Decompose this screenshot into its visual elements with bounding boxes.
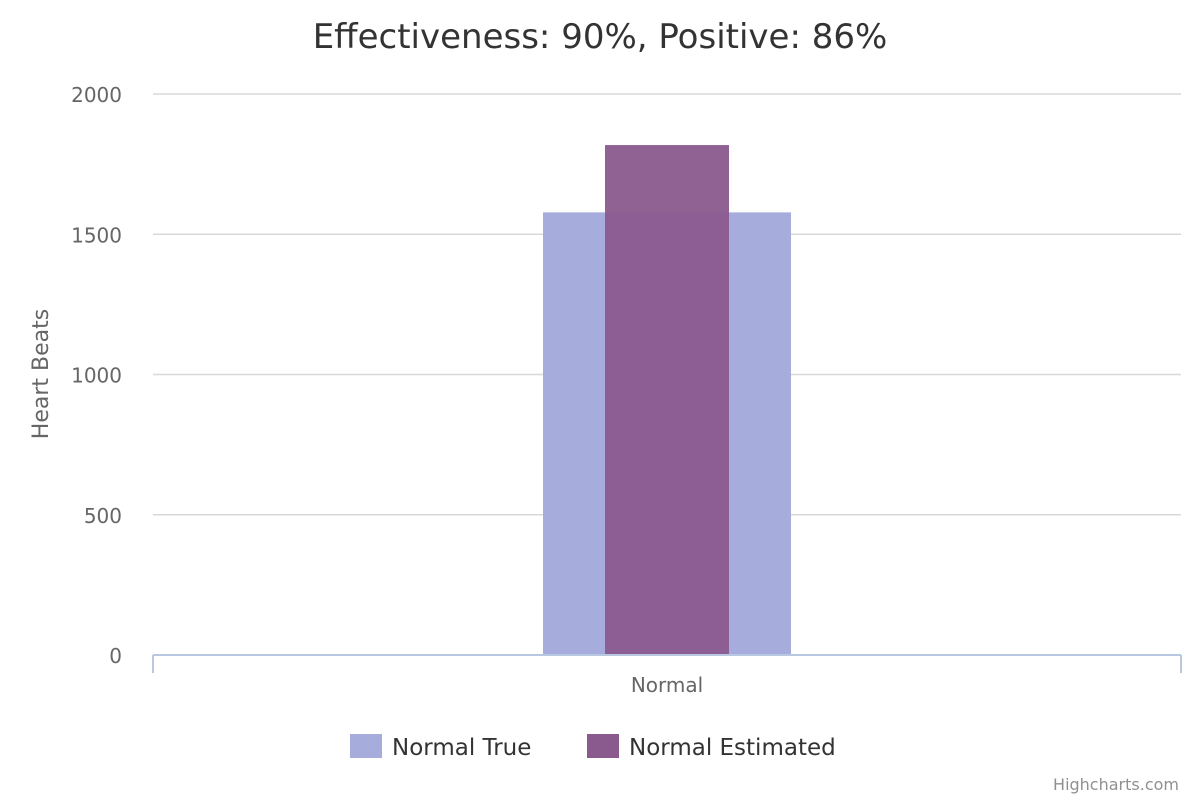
- y-axis-ticks: 0 500 1000 1500 2000: [71, 83, 122, 668]
- legend-swatch: [587, 734, 619, 758]
- y-tick-label: 0: [109, 644, 122, 668]
- credits-link[interactable]: Highcharts.com: [1053, 775, 1179, 794]
- legend-label: Normal Estimated: [629, 735, 836, 761]
- bars: [543, 145, 791, 655]
- x-axis-labels: Normal: [631, 673, 703, 697]
- legend: Normal True Normal Estimated: [350, 734, 836, 761]
- y-tick-label: 500: [84, 504, 122, 528]
- legend-item-normal-true[interactable]: Normal True: [350, 734, 531, 761]
- bar-normal-estimated[interactable]: [605, 145, 729, 655]
- legend-item-normal-estimated[interactable]: Normal Estimated: [587, 734, 836, 761]
- y-tick-label: 1500: [71, 223, 122, 247]
- y-axis-title: Heart Beats: [29, 309, 54, 439]
- chart-title: Effectiveness: 90%, Positive: 86%: [313, 17, 888, 57]
- x-tick-label: Normal: [631, 673, 703, 697]
- legend-swatch: [350, 734, 382, 758]
- y-tick-label: 1000: [71, 364, 122, 388]
- y-tick-label: 2000: [71, 83, 122, 107]
- legend-label: Normal True: [392, 735, 531, 761]
